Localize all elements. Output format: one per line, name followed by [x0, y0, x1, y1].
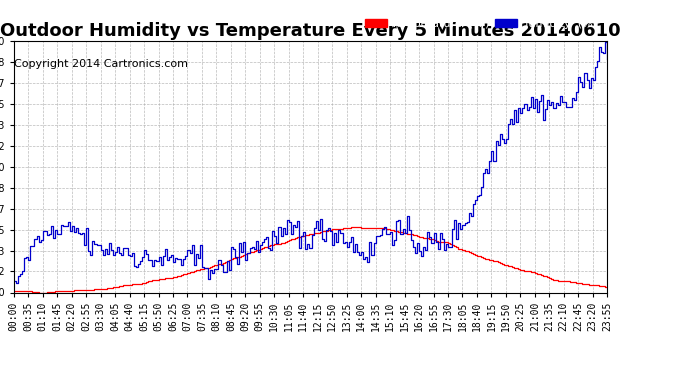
Title: Outdoor Humidity vs Temperature Every 5 Minutes 20140610: Outdoor Humidity vs Temperature Every 5 …	[0, 22, 621, 40]
Text: Copyright 2014 Cartronics.com: Copyright 2014 Cartronics.com	[14, 59, 188, 69]
Legend: Temperature  (°F), Humidity  (%): Temperature (°F), Humidity (%)	[361, 14, 602, 33]
